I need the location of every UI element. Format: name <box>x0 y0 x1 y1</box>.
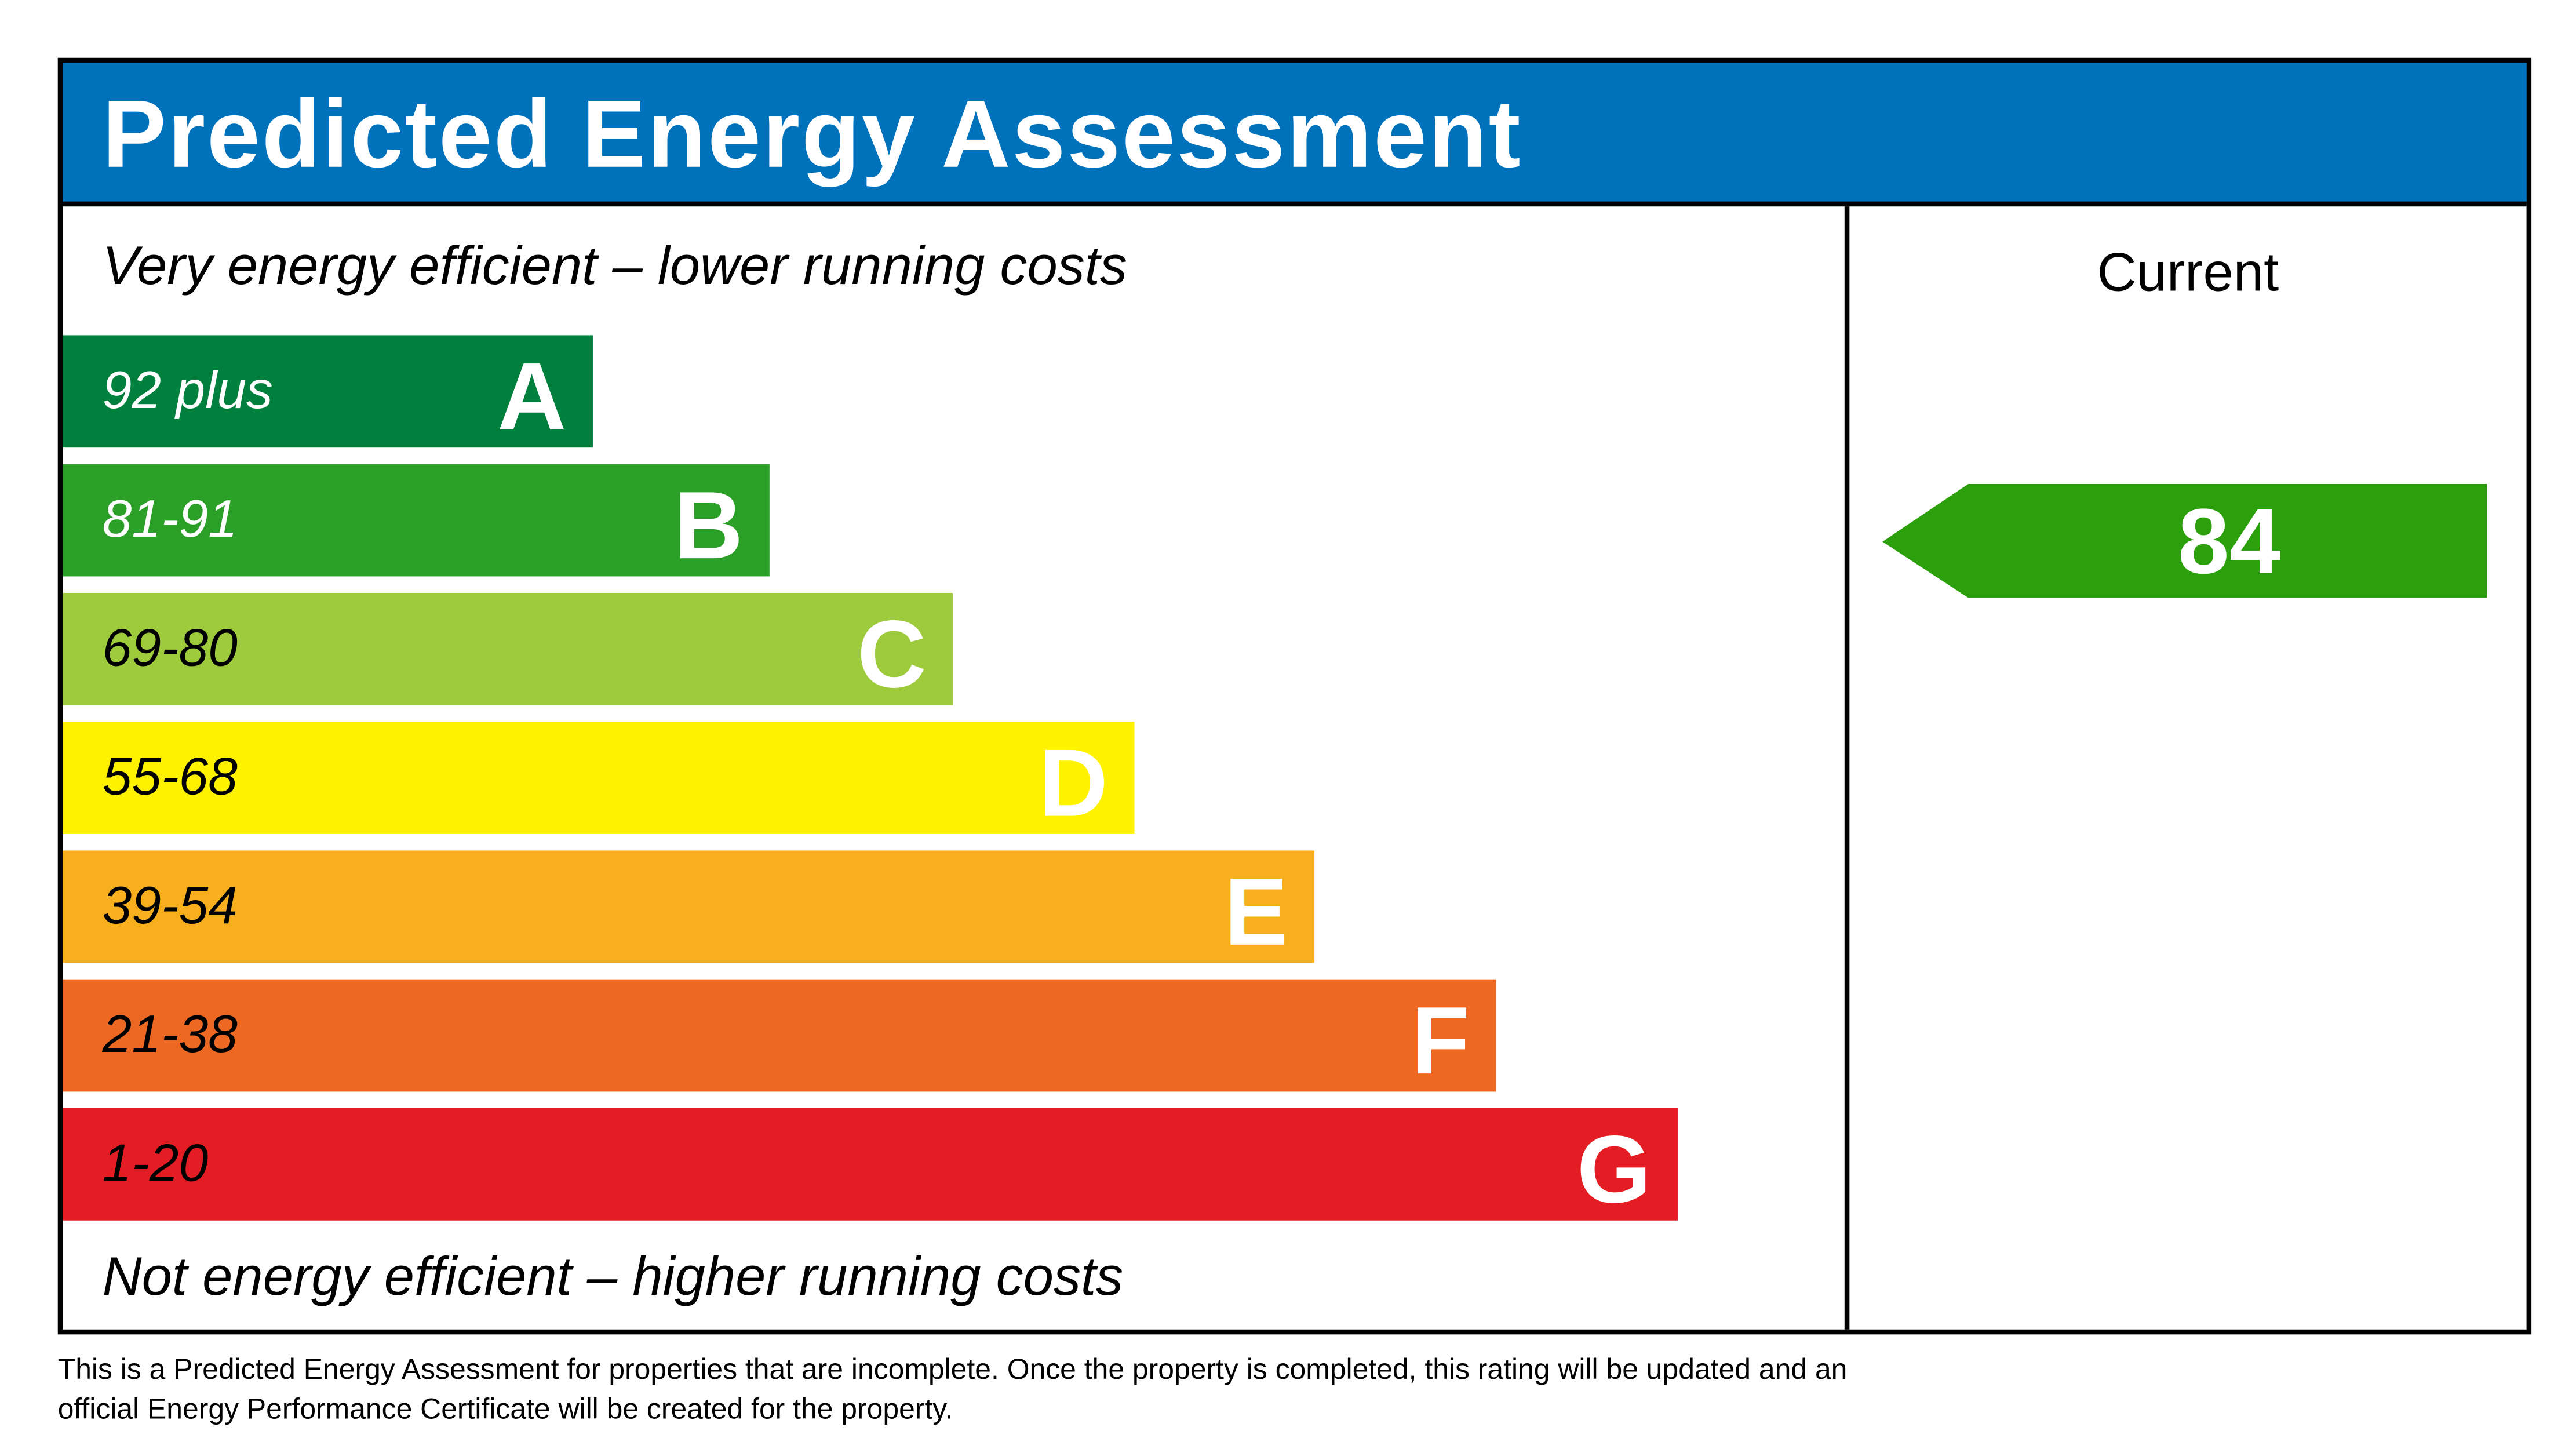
band-letter: A <box>497 343 567 451</box>
band-g: 1-20 G <box>63 1108 1678 1224</box>
footnote-line-2: official Energy Performance Certificate … <box>57 1392 953 1426</box>
footnote-line-1: This is a Predicted Energy Assessment fo… <box>57 1352 1848 1386</box>
band-range: 69-80 <box>102 617 238 678</box>
band-range: 39-54 <box>102 875 238 935</box>
band-range: 21-38 <box>102 1004 238 1064</box>
band-letter: F <box>1411 987 1470 1095</box>
band-letter: B <box>673 472 744 580</box>
band-range: 55-68 <box>102 746 238 806</box>
band-letter: G <box>1576 1116 1652 1224</box>
current-rating-arrow-shape <box>1882 483 2487 598</box>
bottom-label: Not energy efficient – higher running co… <box>102 1245 1124 1306</box>
band-range: 92 plus <box>102 360 273 420</box>
header: Predicted Energy Assessment <box>63 63 2527 207</box>
chart-frame: Predicted Energy Assessment Very energy … <box>57 57 2532 1335</box>
band-c: 69-80 C <box>63 592 953 708</box>
column-divider <box>1844 206 1850 1330</box>
band-e: 39-54 E <box>63 850 1315 966</box>
band-letter: D <box>1039 730 1108 838</box>
chart-title: Predicted Energy Assessment <box>102 81 1522 188</box>
band-a: 92 plus A <box>63 335 593 451</box>
band-letter: E <box>1224 858 1288 966</box>
footnote: This is a Predicted Energy Assessment fo… <box>58 1349 1848 1429</box>
band-f: 21-38 F <box>63 979 1496 1095</box>
band-d: 55-68 D <box>63 722 1135 838</box>
band-range: 1-20 <box>102 1133 209 1193</box>
current-rating-arrow: 84 <box>1882 483 2487 598</box>
current-column-header: Current <box>2097 241 2279 303</box>
band-letter: C <box>857 601 927 709</box>
current-rating-value: 84 <box>2178 490 2280 593</box>
band-b: 81-91 B <box>63 464 770 580</box>
top-label: Very energy efficient – lower running co… <box>102 234 1127 296</box>
band-range: 81-91 <box>102 489 238 549</box>
